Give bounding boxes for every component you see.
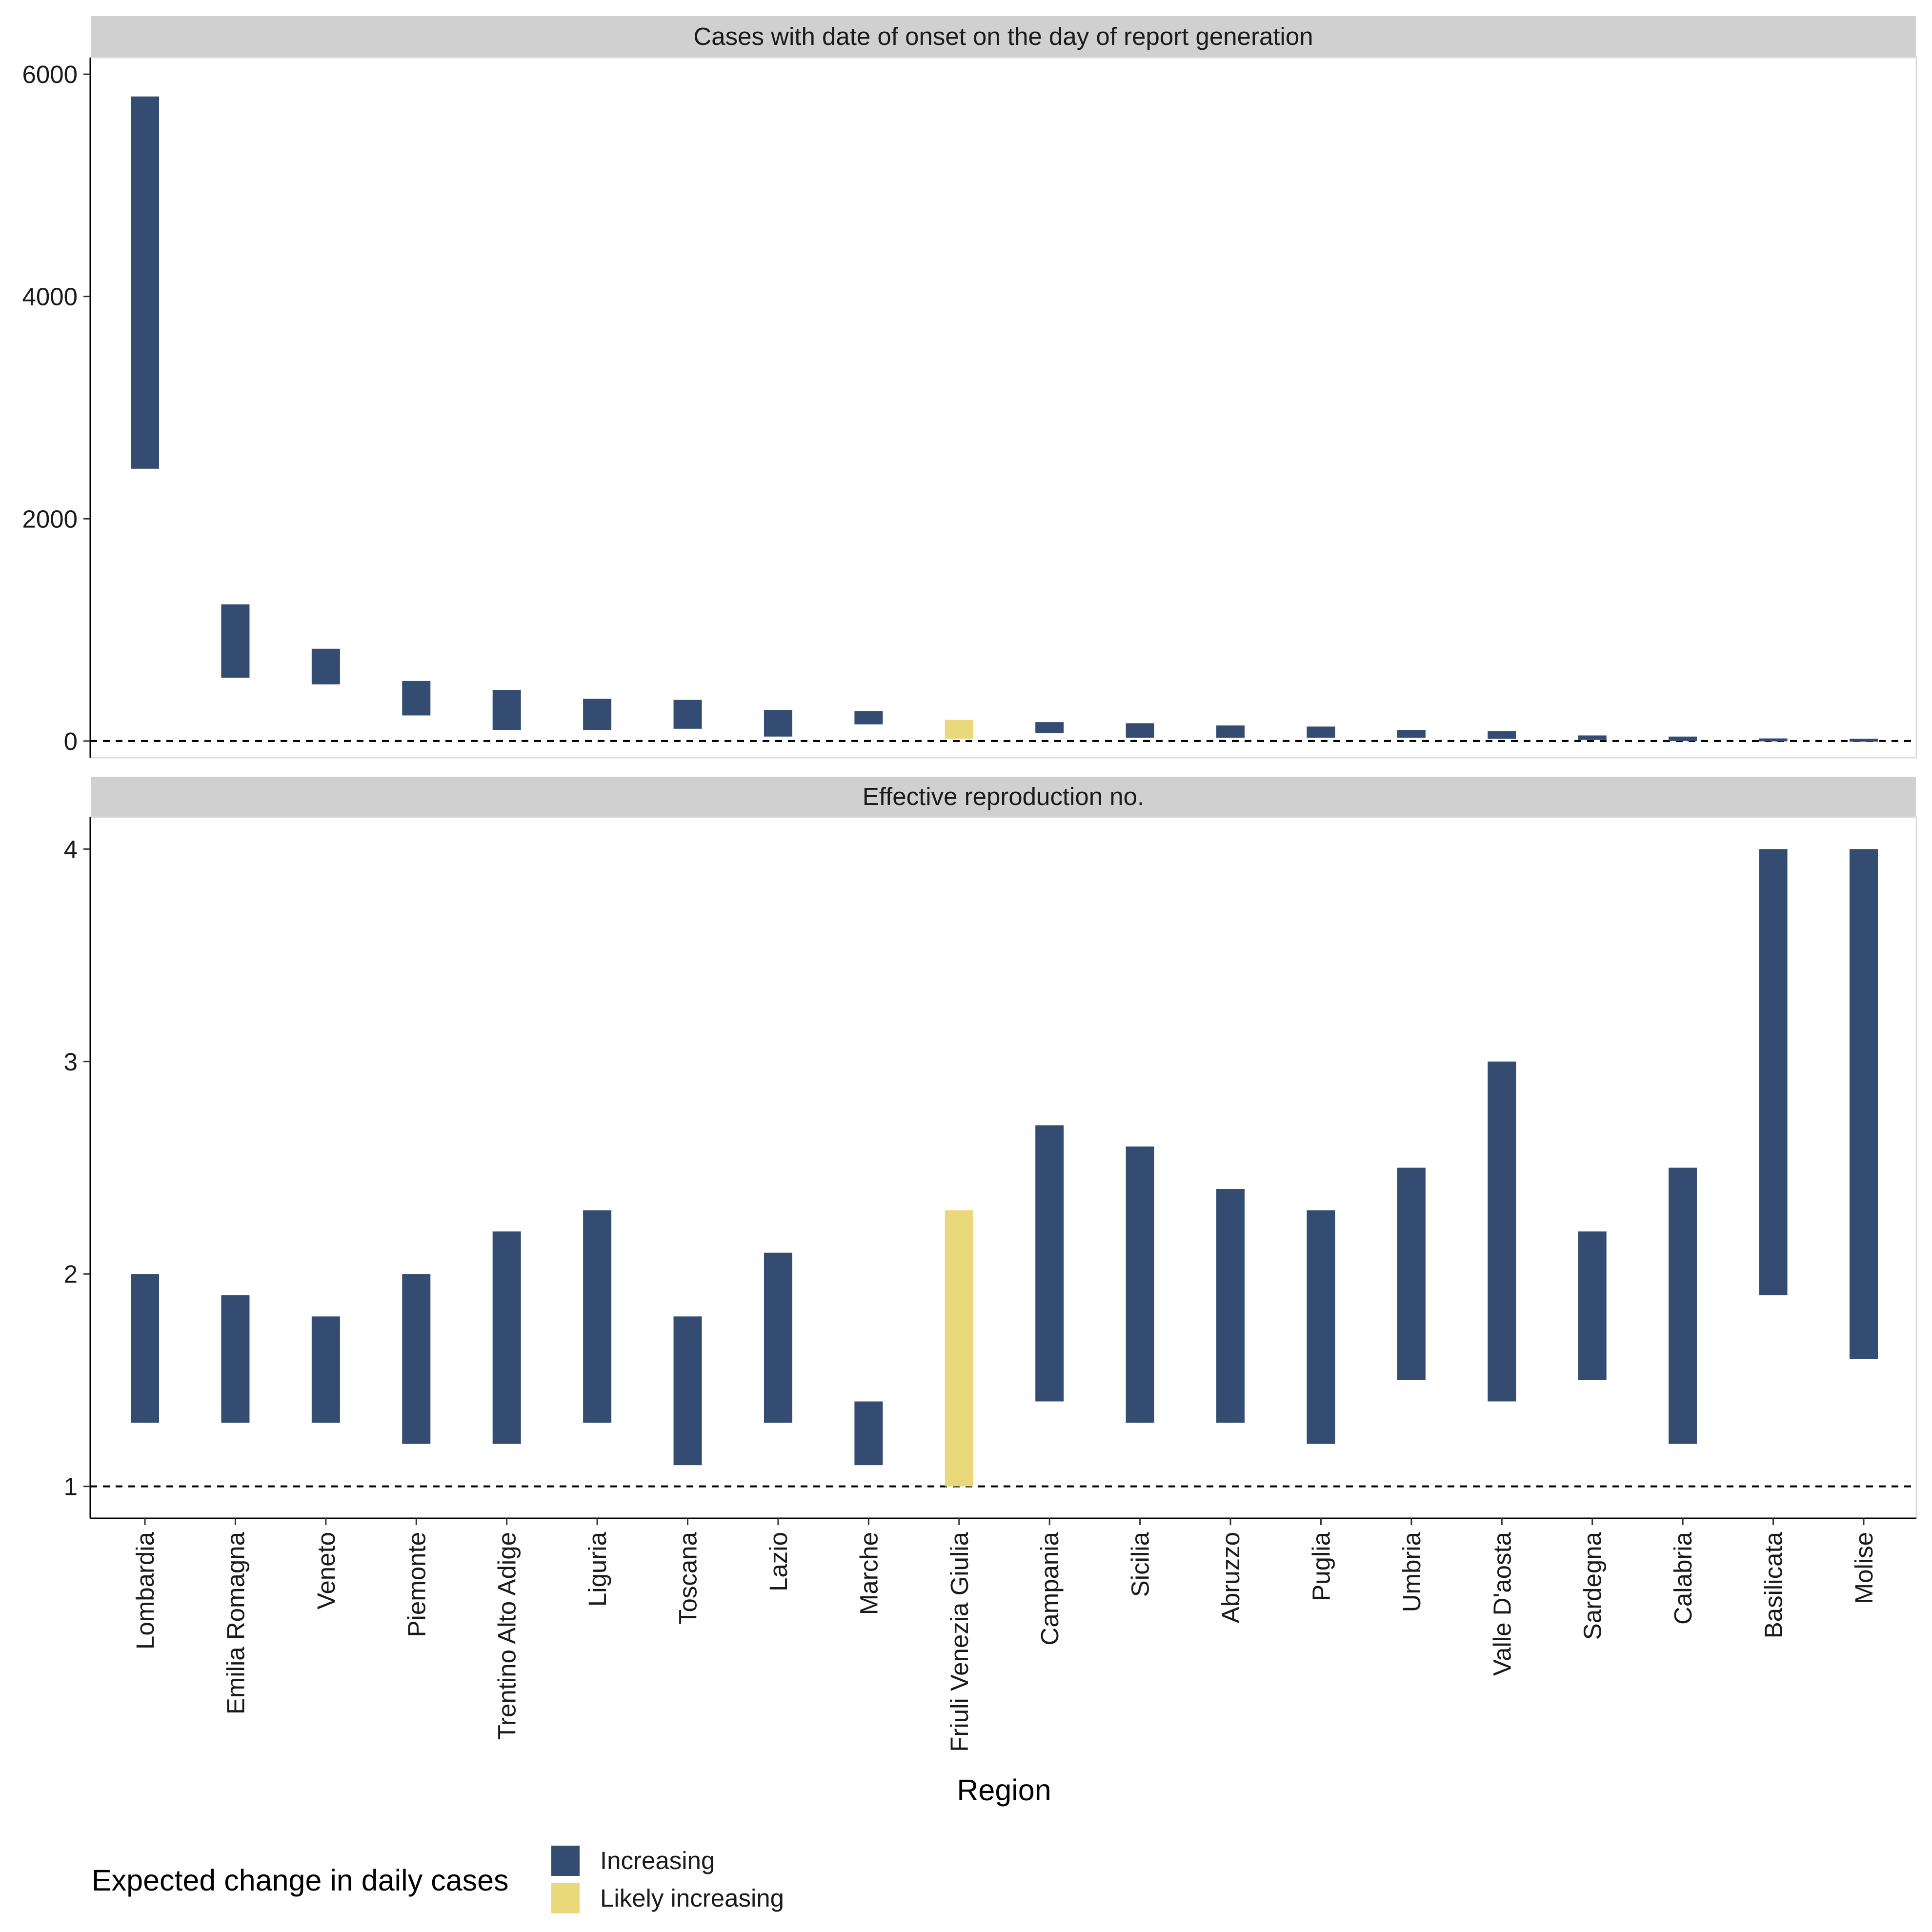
range-bar [1216, 1189, 1245, 1423]
panel-title: Cases with date of onset on the day of r… [693, 22, 1313, 50]
y-tick-label: 4 [64, 835, 78, 863]
x-tick-label: Lazio [765, 1532, 792, 1591]
range-bar [1578, 1231, 1607, 1380]
y-tick-label: 2000 [22, 505, 78, 533]
range-bar [1397, 730, 1426, 738]
x-tick-label: Liguria [584, 1531, 611, 1607]
range-bar [1035, 722, 1064, 733]
range-bar [1759, 849, 1788, 1295]
x-tick-label: Umbria [1398, 1531, 1426, 1612]
x-tick-label: Veneto [312, 1532, 340, 1610]
panel-strip [90, 15, 1917, 58]
range-bar [221, 1295, 250, 1423]
legend-key [551, 1846, 580, 1876]
range-bar [1488, 1061, 1516, 1402]
x-tick-label: Friuli Venezia Giulia [946, 1531, 973, 1751]
range-bar [1669, 1167, 1697, 1444]
range-bar [1488, 731, 1516, 739]
range-bar [221, 604, 250, 678]
range-bar [1307, 1210, 1335, 1444]
range-bar [854, 711, 883, 724]
range-bar [1216, 725, 1245, 738]
range-bar [1759, 738, 1788, 742]
range-bar [1307, 726, 1335, 738]
x-tick-label: Lombardia [131, 1531, 159, 1650]
range-bar [945, 720, 973, 739]
x-tick-label: Toscana [674, 1531, 702, 1625]
range-bar [311, 648, 340, 684]
range-bar [945, 1210, 973, 1487]
range-bar [402, 681, 431, 716]
legend-label: Likely increasing [600, 1884, 784, 1912]
x-tick-label: Molise [1850, 1532, 1878, 1604]
range-bar [1850, 849, 1878, 1359]
range-bar [1397, 1167, 1426, 1380]
x-tick-label: Puglia [1307, 1531, 1335, 1601]
range-bar [1850, 739, 1878, 742]
range-bar [131, 1274, 159, 1423]
range-bar [492, 690, 521, 730]
range-bar [131, 96, 159, 469]
x-tick-label: Emilia Romagna [221, 1531, 249, 1714]
legend-label: Increasing [600, 1847, 715, 1874]
y-tick-label: 3 [64, 1048, 78, 1076]
y-tick-label: 2 [64, 1260, 78, 1288]
range-bar [402, 1274, 431, 1444]
x-tick-label: Basilicata [1760, 1531, 1788, 1638]
y-tick-label: 4000 [22, 283, 78, 311]
x-tick-label: Piemonte [402, 1532, 430, 1637]
y-tick-label: 0 [64, 727, 78, 755]
legend: Expected change in daily cases Increasing… [92, 1846, 784, 1913]
range-bar [1126, 723, 1154, 738]
x-tick-label: Valle D'aosta [1488, 1531, 1516, 1676]
legend-title: Expected change in daily cases [92, 1864, 509, 1897]
range-bar [764, 1252, 792, 1423]
range-bar [311, 1316, 340, 1423]
range-bar [1669, 736, 1697, 741]
panel-title: Effective reproduction no. [863, 783, 1144, 810]
range-bar [1035, 1125, 1064, 1402]
y-tick-label: 6000 [22, 60, 78, 88]
range-bar [1578, 735, 1607, 740]
x-tick-label: Abruzzo [1217, 1532, 1245, 1623]
range-bar [673, 1316, 702, 1466]
y-tick-label: 1 [64, 1473, 78, 1501]
x-axis-title: Region [957, 1773, 1051, 1807]
range-bar [854, 1401, 883, 1466]
x-tick-label: Trentino Alto Adige [493, 1532, 521, 1740]
range-bar [1126, 1146, 1154, 1423]
x-tick-label: Calabria [1669, 1531, 1697, 1625]
plot-layer: Cases with date of onset on the day of r… [22, 15, 1917, 1752]
x-tick-label: Marche [855, 1532, 883, 1615]
range-bar [673, 700, 702, 729]
range-bar [583, 1210, 612, 1423]
range-bar [583, 699, 612, 730]
x-tick-label: Sardegna [1579, 1531, 1607, 1640]
range-bar [764, 710, 792, 737]
x-tick-label: Campania [1036, 1531, 1064, 1645]
range-bar [492, 1231, 521, 1444]
legend-key [551, 1883, 580, 1913]
x-tick-label: Sicilia [1127, 1531, 1154, 1597]
